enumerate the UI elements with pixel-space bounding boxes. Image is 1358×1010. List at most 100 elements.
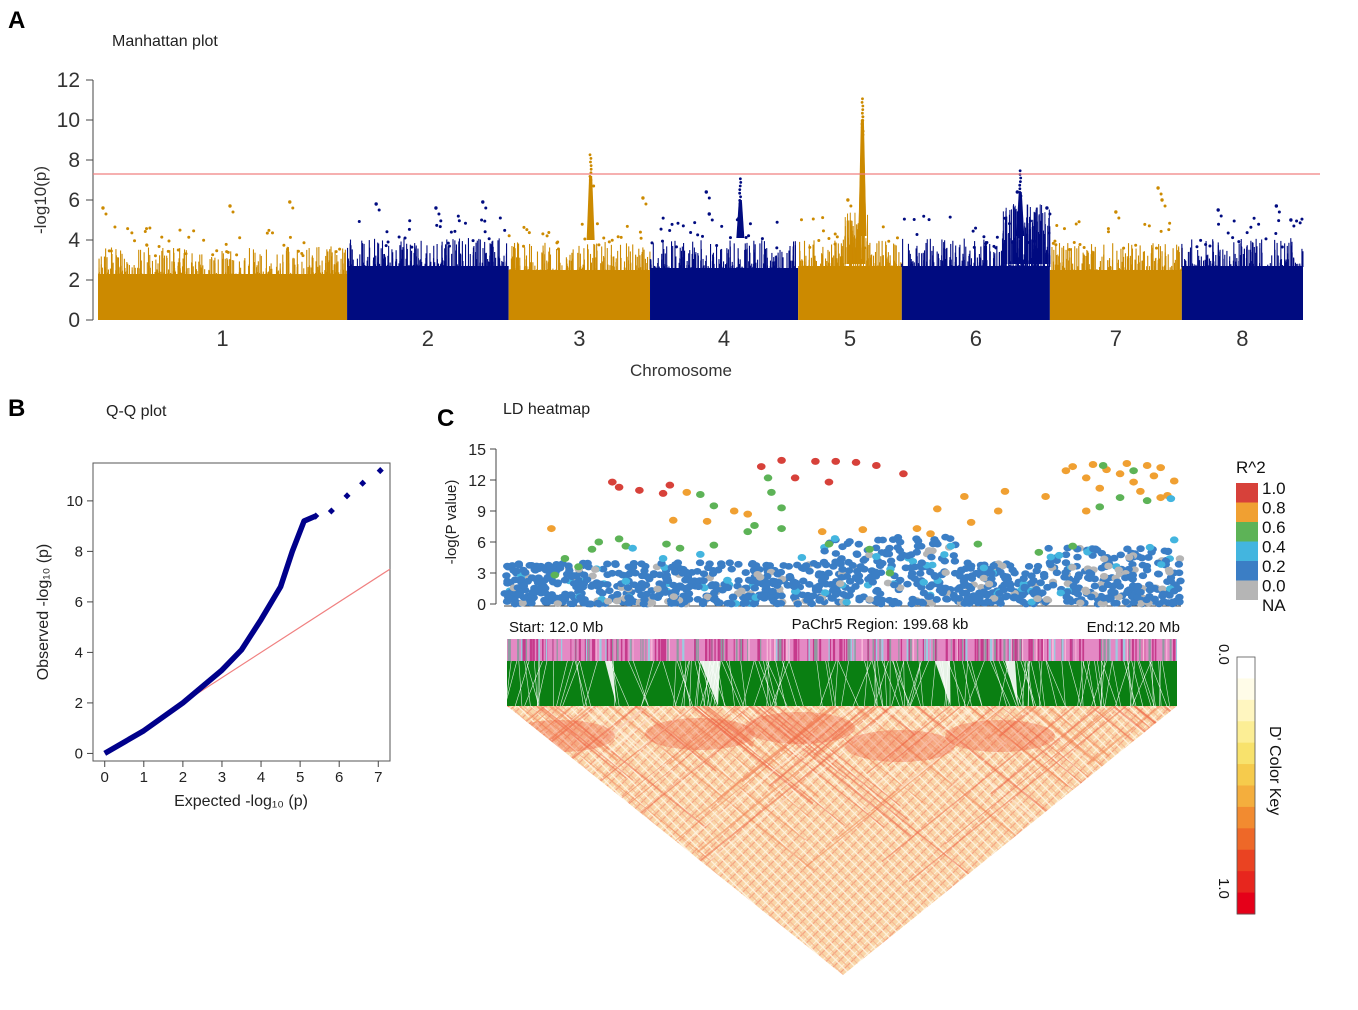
chromosome-2-points: [347, 200, 509, 320]
r2-legend-label: 0.6: [1262, 518, 1286, 537]
ld-snp-point: [743, 510, 753, 518]
ld-snp-point: [777, 504, 786, 512]
ld-heatmap-triangle: [507, 706, 1177, 975]
ld-snp-point: [1095, 503, 1105, 511]
ld-snp-point: [824, 478, 834, 486]
qq-dense-points: [103, 513, 317, 756]
ld-snp-point: [621, 542, 631, 550]
ld-snp-point: [635, 486, 644, 494]
ld-snp-point: [1142, 462, 1152, 470]
panel-c-subtitle: LD heatmap: [503, 401, 590, 418]
ld-y-tick-label: 15: [468, 442, 486, 459]
qq-point: [327, 507, 335, 515]
chromosome-6-points: [901, 169, 1052, 320]
ld-snp-point: [709, 502, 719, 510]
ld-snp-point: [932, 505, 942, 513]
ld-snp-point: [872, 462, 881, 470]
ld-snp-point: [628, 544, 637, 552]
chromosome-1-points: [98, 200, 348, 320]
ld-snp-point: [1156, 464, 1165, 472]
ld-snp-point: [608, 478, 617, 486]
ld-snp-point: [1122, 459, 1132, 467]
ld-snp-point: [926, 530, 935, 538]
ld-snp-point: [797, 554, 807, 561]
ld-snp-point: [675, 544, 685, 552]
ld-snp-point: [790, 474, 800, 482]
ld-snp-point: [1129, 478, 1138, 486]
d-prime-key-title: D' Color Key: [1266, 726, 1283, 815]
d-prime-key-swatch: [1237, 785, 1255, 808]
ld-snp-point: [750, 521, 759, 529]
d-prime-max-label: 1.0: [1215, 878, 1232, 899]
ld-snp-point: [1061, 467, 1071, 475]
d-prime-color-key: 0.0 1.0 D' Color Key: [1215, 644, 1283, 915]
qq-axes: 0 1 2 3 4 5 6 7 0 2 4 6 8 10: [66, 493, 382, 786]
ld-colored-points: [547, 456, 1179, 586]
snp-position-bar: [507, 639, 1178, 661]
qq-y-tick-label: 2: [75, 695, 83, 712]
manhattan-x-axis-title: Chromosome: [630, 361, 732, 380]
d-prime-key-swatch: [1237, 742, 1255, 765]
manhattan-y-tick-label: 4: [68, 229, 80, 252]
ld-snp-point: [763, 474, 773, 482]
ld-snp-point: [767, 488, 776, 496]
chromosome-4-points: [649, 177, 799, 320]
region-title-label: PaChr5 Region: 199.68 kb: [792, 616, 969, 633]
ld-snp-point: [723, 576, 732, 584]
d-prime-min-label: 0.0: [1215, 644, 1232, 665]
r2-legend-label: 0.2: [1262, 557, 1286, 576]
r2-legend-title: R^2: [1236, 458, 1266, 477]
manhattan-y-tick-label: 10: [57, 109, 80, 132]
d-prime-key-swatch: [1237, 892, 1255, 915]
chromosome-5-points: [798, 97, 902, 320]
ld-snp-point: [851, 458, 861, 466]
ld-snp-point: [1095, 484, 1105, 492]
ld-snp-point: [587, 545, 597, 553]
ld-snp-point: [1068, 463, 1077, 471]
chromosome-label: 6: [970, 326, 982, 351]
r2-legend-label: 0.0: [1262, 577, 1286, 596]
manhattan-y-tick-label: 8: [68, 149, 80, 172]
ld-snp-point: [614, 535, 624, 543]
qq-y-tick-label: 8: [75, 543, 83, 560]
chromosome-3-points: [507, 153, 651, 320]
d-prime-key-swatch: [1237, 678, 1255, 701]
ld-snp-point: [696, 550, 705, 558]
panel-b-letter: B: [8, 395, 25, 422]
r2-legend-label: 0.4: [1262, 538, 1286, 557]
manhattan-y-tick-label: 2: [68, 269, 80, 292]
ld-y-tick-label: 0: [477, 597, 486, 614]
ld-snp-point: [702, 517, 712, 525]
manhattan-y-tick-label: 12: [57, 69, 80, 92]
qq-x-axis-title: Expected -log₁₀ (p): [174, 793, 308, 810]
r2-legend-label: 0.8: [1262, 499, 1286, 518]
ld-snp-point: [811, 457, 820, 465]
qq-plot-frame: [92, 462, 391, 762]
r2-legend-swatch: [1236, 561, 1258, 581]
ld-snp-point: [1115, 494, 1125, 502]
snp-to-heatmap-connectors: [504, 660, 1177, 707]
region-start-label: Start: 12.0 Mb: [509, 619, 603, 636]
ld-snp-point: [858, 526, 868, 534]
ld-snp-point: [1098, 462, 1108, 470]
ld-snp-point: [946, 542, 956, 550]
chromosome-6-hill: [844, 204, 1051, 264]
ld-snp-point: [658, 555, 668, 563]
qq-point: [343, 492, 351, 500]
panel-c: C LD heatmap 0 3 6 9 12 15 -log(P value) Star…: [437, 401, 1286, 975]
ld-y-tick-label: 9: [477, 504, 486, 521]
ld-snp-point: [1169, 536, 1179, 544]
manhattan-y-tick-label: 6: [68, 189, 80, 212]
d-prime-key-swatch: [1237, 657, 1255, 679]
chromosome-label: 8: [1236, 326, 1248, 351]
ld-snp-point: [1081, 507, 1091, 515]
qq-points: [103, 467, 384, 756]
panel-b: B Q-Q plot 0 1 2 3 4 5 6 7 0 2 4 6 8 10 Expected -log…: [8, 395, 391, 810]
r2-legend-label: 1.0: [1262, 479, 1286, 498]
qq-point: [376, 467, 384, 475]
ld-snp-point: [919, 578, 929, 586]
r2-legend-label: NA: [1262, 596, 1286, 615]
chromosome-label: 1: [216, 326, 228, 351]
ld-snp-point: [621, 577, 631, 585]
